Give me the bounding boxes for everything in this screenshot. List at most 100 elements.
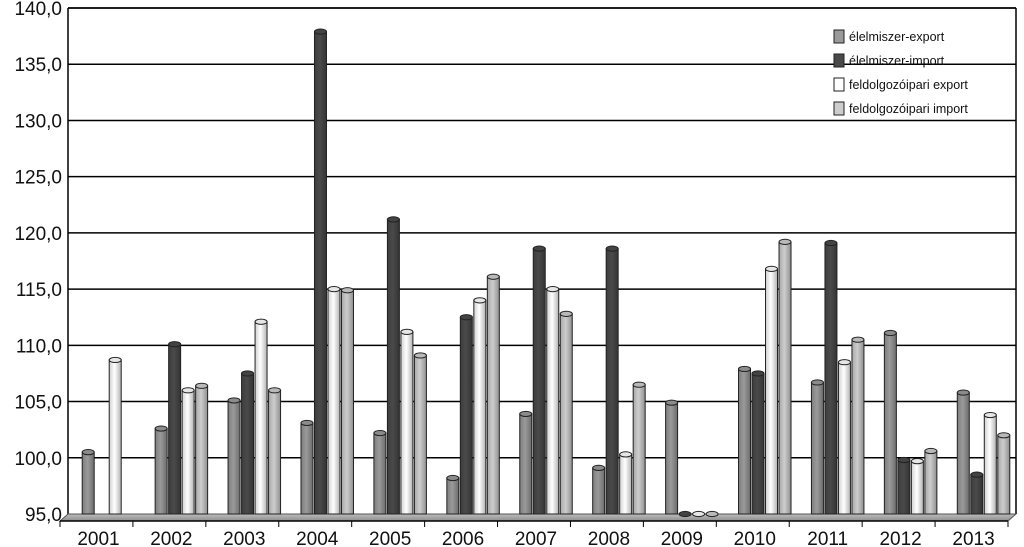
bar-2003-0 [227, 397, 241, 515]
bar-cap [241, 370, 255, 377]
bar-body [592, 467, 606, 515]
bar-body [459, 316, 473, 515]
bars [81, 28, 1011, 518]
bar-body [519, 413, 533, 515]
bar-cap [559, 310, 573, 317]
bar-2012-1 [897, 456, 911, 515]
bar-cap [254, 318, 268, 325]
bar-body [373, 432, 387, 515]
x-category-label: 2005 [369, 529, 411, 547]
bar-cap [692, 510, 706, 518]
bar-body [313, 31, 327, 515]
bar-2007-2 [546, 286, 560, 515]
bar-cap [765, 265, 779, 272]
bar-body [738, 368, 752, 515]
bar-body [665, 402, 679, 515]
bar-2013-0 [956, 389, 970, 515]
bar-2001-0 [81, 449, 95, 515]
bar-2006-0 [446, 474, 460, 515]
bar-2004-2 [327, 286, 341, 515]
bar-cap [883, 329, 897, 337]
bar-body [970, 474, 984, 515]
bar-2003-3 [268, 387, 282, 515]
bar-body [241, 372, 255, 515]
bar-body [751, 372, 765, 515]
x-category-label: 2001 [77, 529, 119, 547]
bar-cap [810, 379, 824, 386]
bar-2005-1 [386, 216, 400, 515]
bar-2011-3 [851, 336, 865, 515]
bar-body [81, 451, 95, 515]
bar-body [910, 460, 924, 515]
bar-cap [983, 411, 997, 419]
bar-cap [910, 458, 924, 465]
legend-item: feldolgozóipari export [833, 77, 968, 92]
y-tick-label: 115,0 [16, 280, 62, 301]
bar-cap [154, 425, 168, 432]
bar-cap [924, 447, 938, 455]
bar-2005-0 [373, 429, 387, 515]
bar-body [956, 392, 970, 515]
bar-2001-2 [108, 356, 122, 515]
bar-body [778, 241, 792, 515]
bar-body [108, 359, 122, 515]
bar-cap [386, 216, 400, 223]
bar-cap [546, 286, 560, 293]
bar-body [168, 343, 182, 515]
bar-cap [705, 510, 719, 518]
bar-cap [313, 28, 327, 35]
legend-label: feldolgozóipari import [849, 102, 968, 116]
bar-2007-3 [559, 310, 573, 515]
bar-cap [108, 356, 122, 364]
bar-2005-2 [400, 328, 414, 515]
bar-cap [459, 314, 473, 321]
bar-body [413, 354, 427, 515]
legend-label: feldolgozóipari export [849, 78, 968, 92]
bar-cap [738, 365, 752, 373]
x-category-label: 2006 [442, 529, 484, 547]
bar-2006-1 [459, 314, 473, 515]
bar-cap [195, 382, 209, 389]
bar-2011-0 [810, 379, 824, 515]
bar-body [400, 331, 414, 515]
bar-body [851, 339, 865, 515]
bar-cap [778, 238, 792, 245]
x-category-label: 2002 [150, 529, 192, 547]
y-tick-label: 110,0 [16, 336, 62, 357]
bar-body [340, 289, 354, 515]
legend-swatch [833, 77, 845, 92]
bar-cap [300, 419, 314, 427]
bar-2013-1 [970, 471, 984, 515]
bar-2011-2 [837, 359, 851, 515]
bar-2002-2 [181, 387, 195, 515]
bar-2009-3 [705, 510, 719, 518]
bar-body [268, 389, 282, 515]
bar-body [897, 459, 911, 515]
bar-body [837, 361, 851, 515]
bar-cap [605, 245, 619, 252]
bar-2005-3 [413, 352, 427, 515]
bar-body [532, 248, 546, 515]
y-axis-tick-labels: 95,0 100,0 105,0 110,0 115,0 120,0 125,0 130,0 1… [14, 0, 62, 526]
bar-cap [956, 389, 970, 396]
bar-cap [751, 370, 765, 377]
bar-body [486, 276, 500, 515]
bar-cap [486, 273, 500, 280]
bar-body [883, 332, 897, 515]
bar-2003-2 [254, 318, 268, 515]
bar-cap [168, 341, 182, 348]
bar-body [327, 288, 341, 515]
bar-2011-1 [824, 239, 838, 515]
bar-cap [400, 328, 414, 335]
legend-label: élelmiszer-export [849, 30, 945, 44]
bar-cap [619, 451, 633, 458]
bar-2010-1 [751, 370, 765, 515]
y-tick-label: 100,0 [14, 449, 62, 470]
bar-2010-2 [765, 265, 779, 515]
y-tick-label: 135,0 [14, 55, 62, 76]
bar-body [386, 218, 400, 515]
bar-2004-0 [300, 419, 314, 515]
x-axis-category-labels: 2001 2002 2003 2004 2005 2006 2007 2008 2009 2010… [77, 529, 994, 547]
bar-2010-3 [778, 238, 792, 515]
legend-swatch [833, 101, 845, 116]
